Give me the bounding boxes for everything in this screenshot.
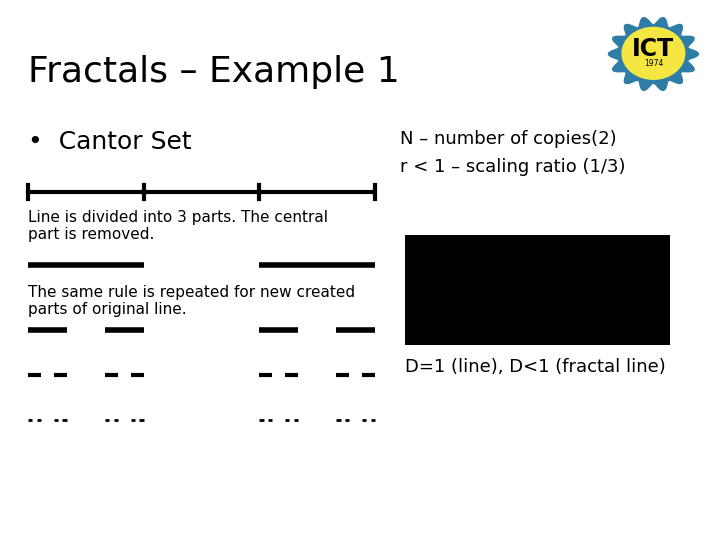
Circle shape	[622, 28, 685, 79]
Text: r < 1 – scaling ratio (1/3): r < 1 – scaling ratio (1/3)	[400, 158, 626, 176]
Text: D=1 (line), D<1 (fractal line): D=1 (line), D<1 (fractal line)	[405, 358, 666, 376]
Polygon shape	[608, 18, 698, 90]
Text: •  Cantor Set: • Cantor Set	[28, 130, 192, 154]
Text: 1974: 1974	[644, 59, 663, 68]
Bar	[405, 235, 670, 345]
Text: The same rule is repeated for new created
parts of original line.: The same rule is repeated for new create…	[28, 285, 355, 318]
Text: N – number of copies(2): N – number of copies(2)	[400, 130, 616, 148]
Text: Fractals – Example 1: Fractals – Example 1	[28, 55, 400, 89]
Text: ICT: ICT	[632, 37, 675, 61]
Text: Line is divided into 3 parts. The central
part is removed.: Line is divided into 3 parts. The centra…	[28, 210, 328, 242]
